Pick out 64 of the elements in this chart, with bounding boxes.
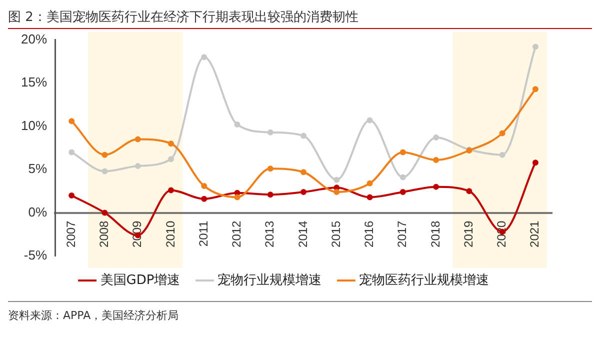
point: [68, 118, 75, 124]
point: [168, 156, 174, 162]
x-tick-label: 2015: [328, 220, 343, 248]
point: [499, 152, 506, 158]
legend-label: 宠物行业规模增速: [218, 272, 322, 288]
point: [532, 86, 538, 92]
x-tick-label: 2018: [428, 220, 442, 248]
point: [532, 44, 538, 50]
x-tick-label: 2017: [395, 220, 410, 248]
chart-title: 图 2：美国宠物医药行业在经济下行期表现出较强的消费韧性: [8, 8, 592, 29]
x-tick-label: 2021: [528, 220, 542, 248]
point: [168, 140, 174, 147]
point: [134, 136, 141, 142]
point: [267, 166, 274, 172]
point: [201, 54, 208, 60]
x-tick-label: 2007: [64, 220, 78, 248]
point: [532, 160, 538, 166]
point: [433, 134, 440, 141]
point: [366, 194, 373, 200]
x-tick-label: 2008: [97, 220, 112, 248]
y-tick-label: 15%: [20, 74, 48, 90]
point: [134, 163, 141, 170]
y-tick-label: 0%: [28, 204, 48, 220]
point: [102, 152, 108, 158]
point: [234, 190, 240, 196]
legend-label: 宠物医药行业规模增速: [359, 272, 490, 288]
point: [300, 189, 307, 196]
text: 资料来源：APPA，美国经济分析局: [8, 308, 180, 323]
point: [400, 174, 406, 180]
x-tick-label: 2019: [461, 220, 476, 248]
point: [168, 187, 174, 194]
point: [68, 192, 75, 198]
point: [334, 189, 340, 196]
point: [102, 168, 108, 174]
point: [366, 180, 373, 186]
point: [102, 210, 108, 216]
point: [267, 192, 274, 198]
x-tick-label: 2013: [262, 220, 277, 248]
x-tick-label: 2016: [362, 220, 376, 248]
x-tick-label: 2012: [230, 220, 244, 248]
y-tick-label: -5%: [24, 248, 48, 263]
point: [499, 130, 506, 136]
point: [300, 169, 307, 176]
x-tick-label: 2014: [296, 220, 310, 248]
point: [400, 149, 406, 156]
y-tick-label: 10%: [20, 118, 48, 133]
x-tick-label: 2011: [196, 220, 210, 247]
point: [433, 184, 440, 190]
point: [300, 132, 307, 139]
point: [201, 182, 208, 189]
point: [68, 149, 75, 156]
point: [466, 188, 472, 194]
y-tick-label: 20%: [20, 31, 48, 46]
point: [234, 194, 240, 200]
legend-label: 美国GDP增速: [100, 272, 180, 288]
point: [234, 122, 240, 128]
point: [400, 189, 406, 196]
x-tick-label: 2010: [163, 220, 178, 248]
y-tick-label: 5%: [28, 161, 48, 176]
point: [433, 157, 440, 164]
point: [366, 117, 373, 124]
point: [334, 176, 340, 183]
point: [201, 196, 208, 202]
point: [267, 129, 274, 136]
